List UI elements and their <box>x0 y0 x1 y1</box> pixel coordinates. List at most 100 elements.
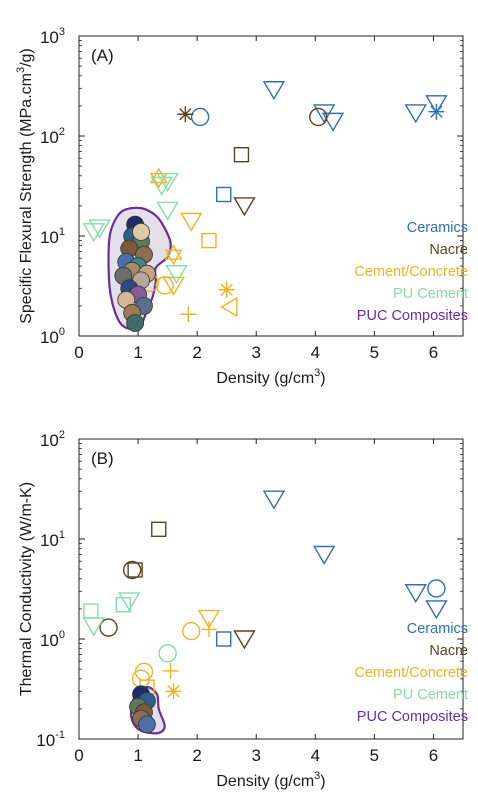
data-point <box>182 621 201 641</box>
y-tick-base: 10 <box>36 731 55 750</box>
panel-label: (A) <box>91 46 114 65</box>
y-tick-label: 103 <box>40 26 65 47</box>
y-tick-exp: 1 <box>59 529 65 541</box>
data-point <box>155 276 174 295</box>
y-tick-base: 10 <box>40 128 59 147</box>
data-point <box>180 306 197 323</box>
legend-entry: Ceramics <box>407 621 468 637</box>
data-point <box>321 112 345 132</box>
y-tick-label: 102 <box>40 126 65 147</box>
data-point <box>425 95 448 115</box>
data-point <box>201 232 217 249</box>
x-axis-label: Density (g/cm3) <box>216 770 325 790</box>
data-point <box>164 244 183 266</box>
legend-entry: Nacre <box>429 242 468 258</box>
data-point <box>126 314 145 332</box>
y-tick-label: 102 <box>40 429 65 450</box>
x-tick-label: 0 <box>74 746 83 765</box>
legend-entry: Cement/Concrete <box>354 264 468 280</box>
x-tick-label: 5 <box>370 746 379 765</box>
panel-label: (B) <box>91 449 114 468</box>
x-tick-label: 6 <box>429 343 438 362</box>
data-point <box>115 597 132 613</box>
data-point <box>158 644 177 663</box>
data-point <box>220 296 238 318</box>
data-point <box>218 281 235 298</box>
x-tick-label: 6 <box>429 746 438 765</box>
data-point <box>425 600 448 620</box>
legend-entry: Nacre <box>429 643 468 659</box>
data-point <box>197 609 221 629</box>
data-point <box>404 584 427 604</box>
data-point <box>177 106 194 123</box>
y-tick-base: 10 <box>40 228 59 247</box>
y-tick-exp: 0 <box>59 326 65 338</box>
data-point <box>150 176 173 196</box>
y-tick-exp: 3 <box>59 26 65 38</box>
data-point <box>165 264 188 285</box>
data-point <box>216 631 232 647</box>
y-tick-base: 10 <box>40 328 59 347</box>
legend-entry: PU Cement <box>393 687 468 703</box>
y-tick-label: 101 <box>40 226 65 247</box>
data-point <box>233 197 256 217</box>
data-point <box>427 579 446 598</box>
data-point <box>151 521 167 538</box>
y-tick-label: 100 <box>40 629 65 650</box>
x-axis-label: Density (g/cm3) <box>216 367 325 387</box>
data-point <box>117 592 141 612</box>
y-axis-label-main: Specific Flexural Strength (MPa.cm <box>18 73 35 324</box>
plot-frame <box>78 438 464 740</box>
x-tick-label: 4 <box>311 746 320 765</box>
data-point <box>233 630 256 650</box>
y-tick-base: 10 <box>40 531 59 550</box>
legend-entry: Ceramics <box>407 220 468 236</box>
y-axis-label: Specific Flexural Strength (MPa.cm3/g) <box>15 48 35 324</box>
data-point <box>190 107 210 127</box>
y-tick-base: 10 <box>40 631 59 650</box>
x-axis-label-main: Density (g/cm <box>216 773 314 790</box>
y-tick-label: 101 <box>40 529 65 550</box>
data-point <box>156 201 179 221</box>
data-point <box>82 223 105 243</box>
y-tick-exp: 2 <box>59 429 65 441</box>
data-point <box>233 147 250 163</box>
y-axis-label-end: /g) <box>18 48 35 67</box>
x-tick-label: 4 <box>311 343 320 362</box>
data-point <box>83 603 99 619</box>
y-tick-exp: -1 <box>55 729 65 741</box>
data-point <box>156 172 179 192</box>
x-tick-label: 2 <box>192 343 201 362</box>
x-tick-label: 3 <box>251 343 260 362</box>
data-point <box>262 490 286 510</box>
x-tick-label: 1 <box>133 746 142 765</box>
data-point <box>122 560 142 580</box>
y-tick-exp: 1 <box>59 226 65 238</box>
data-point <box>88 219 111 239</box>
y-tick-base: 10 <box>40 431 59 450</box>
data-point <box>165 683 182 700</box>
data-point <box>180 212 203 232</box>
data-point <box>131 669 151 688</box>
data-point <box>132 222 150 241</box>
x-tick-label: 0 <box>74 343 83 362</box>
data-point <box>428 103 445 120</box>
y-tick-label: 100 <box>40 326 65 347</box>
y-axis-label: Thermal Conductivity (W/m-K) <box>18 482 35 696</box>
x-tick-label: 2 <box>192 746 201 765</box>
y-tick-exp: 0 <box>59 629 65 641</box>
x-axis-label-main: Density (g/cm <box>216 370 314 387</box>
data-point <box>312 545 336 565</box>
y-tick-base: 10 <box>40 28 59 47</box>
x-axis-label-end: ) <box>320 370 325 387</box>
y-tick-label: 10-1 <box>36 729 65 750</box>
x-axis-label-sup: 3 <box>314 367 320 379</box>
data-point <box>127 562 143 578</box>
y-axis-label-sup: 3 <box>15 67 27 73</box>
x-axis-label-sup: 3 <box>314 770 320 782</box>
data-point <box>138 715 156 734</box>
data-point <box>262 81 286 101</box>
legend-entry: PUC Composites <box>357 709 468 725</box>
data-point <box>309 107 328 127</box>
